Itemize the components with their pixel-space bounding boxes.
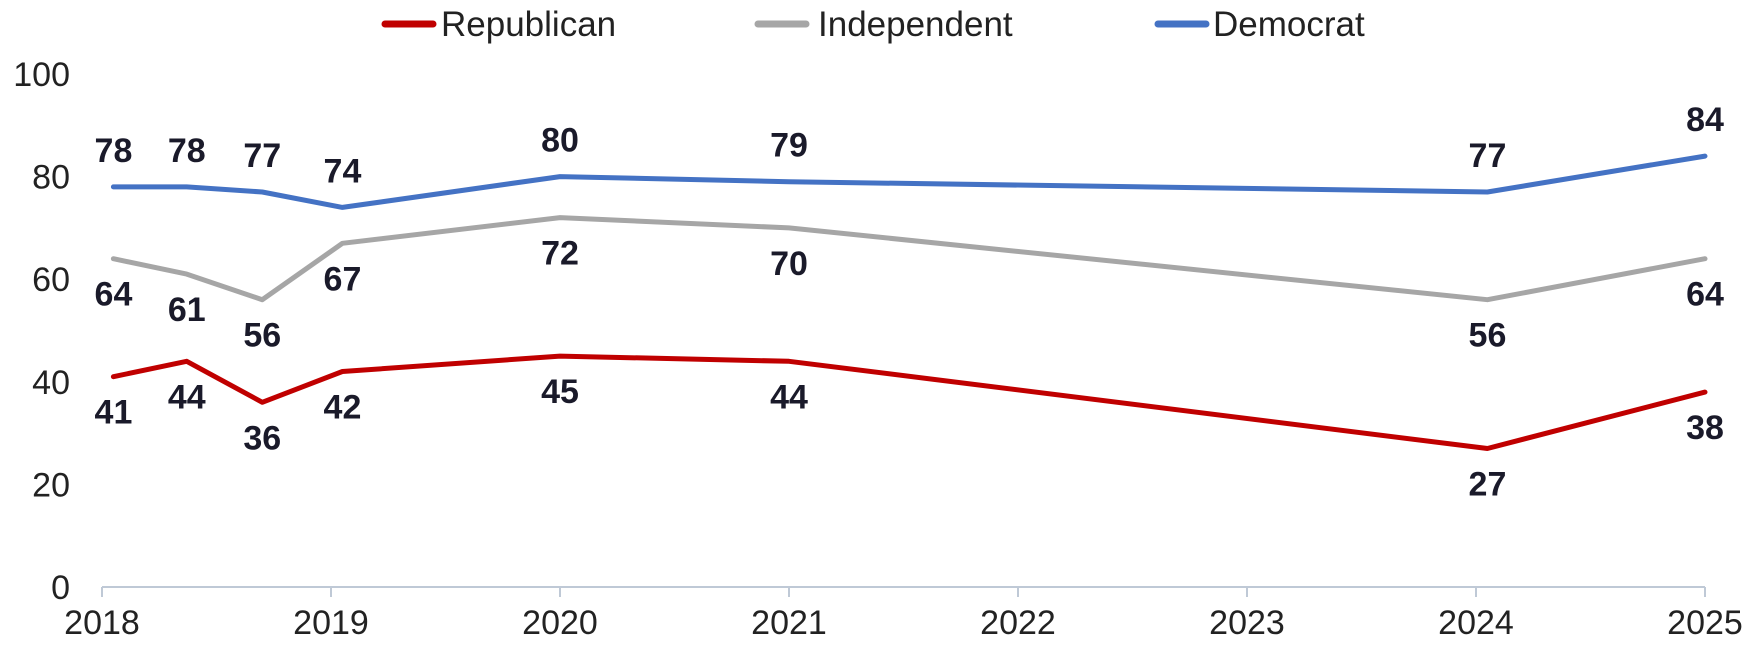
independent-series-line <box>110 215 1708 303</box>
republican-data-label: 42 <box>324 389 362 427</box>
independent-data-label: 70 <box>770 245 808 283</box>
republican-data-label: 38 <box>1686 409 1724 447</box>
series-lines <box>110 153 1708 451</box>
republican-data-label: 41 <box>95 394 133 432</box>
y-tick-label: 40 <box>32 364 70 402</box>
y-tick-label: 20 <box>32 466 70 504</box>
independent-data-label: 67 <box>324 260 362 298</box>
legend-item-republican: Republican <box>381 5 616 44</box>
axes: 2018 2019 2020 2021 2022 2023 2024 2025 0 20 40 60 8… <box>13 56 1743 642</box>
democrat-data-label: 77 <box>243 137 281 175</box>
independent-data-label: 56 <box>1469 317 1507 355</box>
independent-data-label: 61 <box>168 291 206 329</box>
x-tick-label: 2019 <box>293 604 369 642</box>
democrat-data-label: 84 <box>1686 101 1724 139</box>
y-tick-label: 60 <box>32 261 70 299</box>
y-tick-label: 80 <box>32 159 70 197</box>
legend: Republican Independent Democrat <box>381 5 1365 44</box>
republican-data-label: 44 <box>168 378 206 416</box>
legend-item-democrat: Democrat <box>1154 5 1365 44</box>
republican-data-label: 27 <box>1469 465 1507 503</box>
legend-label-republican: Republican <box>441 5 616 44</box>
democrat-data-label: 78 <box>168 132 206 170</box>
republican-data-label: 44 <box>770 378 808 416</box>
independent-data-label: 72 <box>541 235 579 273</box>
independent-data-label: 56 <box>243 317 281 355</box>
x-tick-label: 2024 <box>1438 604 1514 642</box>
y-tick-label: 0 <box>51 569 70 607</box>
x-tick-label: 2018 <box>64 604 140 642</box>
x-tick-label: 2020 <box>522 604 598 642</box>
democrat-series-line <box>110 153 1708 210</box>
democrat-data-label: 74 <box>324 152 362 190</box>
independent-data-label: 64 <box>95 276 133 314</box>
legend-label-independent: Independent <box>818 5 1013 44</box>
democrat-data-label: 80 <box>541 122 579 160</box>
y-tick-label: 100 <box>13 56 70 94</box>
democrat-data-label: 77 <box>1469 137 1507 175</box>
x-tick-label: 2023 <box>1209 604 1285 642</box>
legend-label-democrat: Democrat <box>1213 5 1365 44</box>
x-tick-label: 2022 <box>980 604 1056 642</box>
democrat-data-label: 79 <box>770 127 808 165</box>
democrat-data-label: 78 <box>95 132 133 170</box>
republican-series-line <box>110 353 1708 451</box>
republican-data-label: 45 <box>541 373 579 411</box>
data-labels: 41 44 36 42 45 44 27 38 64 61 56 67 72 70 56 64 78 78 77 74… <box>95 101 1724 503</box>
legend-item-independent: Independent <box>754 5 1013 44</box>
x-tick-label: 2021 <box>751 604 827 642</box>
independent-data-label: 64 <box>1686 276 1724 314</box>
x-tick-label: 2025 <box>1667 604 1743 642</box>
republican-data-label: 36 <box>243 419 281 457</box>
